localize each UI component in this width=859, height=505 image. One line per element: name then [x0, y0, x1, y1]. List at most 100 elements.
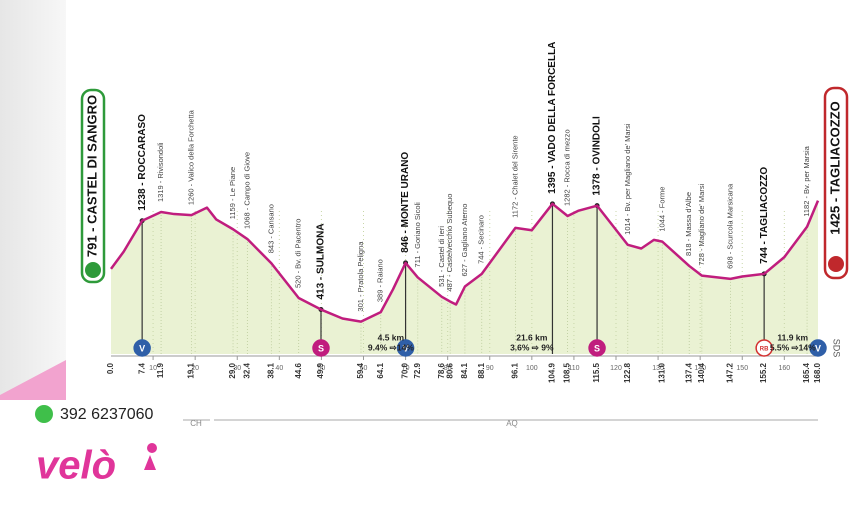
- sprint-icon: [133, 339, 151, 357]
- km-label: 32.4: [242, 362, 251, 378]
- waypoint-label: 843 - Cansano: [266, 204, 275, 253]
- x-tick-label: 150: [736, 365, 748, 372]
- km-label: 49.9: [316, 362, 325, 378]
- km-label: 137.4: [684, 362, 693, 383]
- sprint-icon: [809, 339, 827, 357]
- km-label: 140.4: [697, 362, 706, 383]
- finish-icon: [828, 256, 844, 272]
- x-tick-label: 160: [778, 365, 790, 372]
- waypoint-label: 1260 - Valico della Forchetta: [186, 109, 195, 205]
- km-label: 96.1: [511, 362, 520, 378]
- km-label: 80.6: [445, 362, 454, 378]
- x-tick-label: 90: [486, 365, 494, 372]
- km-label: 155.2: [759, 362, 768, 383]
- waypoint-label: 1014 - Bv. per Magliano de' Marsi: [623, 123, 632, 235]
- x-tick-label: 40: [275, 365, 283, 372]
- km-label: 84.1: [460, 362, 469, 378]
- x-tick-label: 140: [694, 365, 706, 372]
- waypoint-label: 1182 - Bv. per Marsia: [802, 145, 811, 216]
- profile-fill: [111, 200, 818, 354]
- km-label: 0.0: [106, 362, 115, 374]
- x-tick-label: 60: [360, 365, 368, 372]
- waypoint-label: 531 - Castel di Ieri: [437, 226, 446, 287]
- waypoint-major: 1238 - ROCCARASO: [137, 114, 148, 211]
- waypoint-label: 1319 - Rivisondoli: [156, 142, 165, 202]
- km-label: 38.1: [266, 362, 275, 378]
- climb-length: 11.9 km: [777, 332, 808, 342]
- km-label: 122.8: [623, 362, 632, 383]
- waypoint-major: 846 - MONTE URANO: [400, 152, 411, 253]
- km-label: 11.9: [156, 362, 165, 378]
- cyclist-icon: [147, 443, 157, 453]
- profile-line: [109, 200, 820, 323]
- icon-symbol: V: [139, 343, 145, 353]
- waypoint-label: 389 - Raiano: [376, 259, 385, 302]
- km-label: 29.0: [228, 362, 237, 378]
- x-tick-label: 110: [568, 365, 579, 372]
- waypoint-major: 744 - TAGLIACOZZO: [759, 167, 770, 264]
- waypoint-label: 711 - Goriano Sicoli: [413, 202, 422, 268]
- x-tick-label: 70: [402, 365, 410, 372]
- start-icon: [85, 262, 101, 278]
- waypoint-major: 1395 - VADO DELLA FORCELLA: [547, 42, 558, 194]
- waypoint-major: 1378 - OVINDOLI: [592, 116, 603, 196]
- sprint-icon: [588, 339, 606, 357]
- finish-label: 1425 - TAGLIACOZZO: [827, 101, 842, 234]
- x-tick-label: 50: [318, 365, 326, 372]
- km-label: 104.9: [548, 362, 557, 383]
- side-note: SDS: [832, 339, 842, 358]
- start-box: [80, 88, 106, 284]
- x-tick-label: 10: [149, 365, 157, 372]
- start-label: 791 - CASTEL DI SANGRO: [84, 95, 99, 257]
- waypoint-label: 1282 - Rocca di mezzo: [563, 129, 572, 206]
- sprint-icon: [312, 339, 330, 357]
- phone: 392 6237060: [60, 406, 154, 423]
- waypoint-label: 1068 - Campo di Giove: [242, 152, 251, 229]
- km-label: 115.5: [592, 362, 601, 382]
- km-label: 147.2: [726, 362, 735, 383]
- km-label: 72.9: [413, 362, 422, 378]
- x-tick-label: 120: [610, 365, 622, 372]
- overlay-box: [0, 400, 162, 500]
- km-label: 64.1: [376, 362, 385, 378]
- km-label: 70.0: [401, 362, 410, 378]
- region-label: AQ: [506, 419, 518, 428]
- whatsapp-icon: [35, 405, 53, 423]
- waypoint-label: 1172 - Chalet del Sirente: [510, 135, 519, 217]
- icon-symbol: V: [815, 343, 821, 353]
- waypoint-label: 487 - Castelvecchio Subequo: [445, 194, 454, 292]
- km-label: 165.4: [802, 362, 811, 383]
- cyclist-icon: [144, 455, 156, 470]
- finish-box: [823, 86, 849, 280]
- x-tick-label: 100: [526, 365, 538, 372]
- icon-symbol: S: [318, 343, 324, 353]
- waypoint-label: 744 - Secinaro: [477, 215, 486, 264]
- km-label: 19.1: [186, 362, 195, 378]
- icon-symbol: S: [594, 343, 600, 353]
- climb-length: 21.6 km: [516, 332, 548, 342]
- waypoint-label: 728 - Magliano de' Marsi: [697, 183, 706, 265]
- brand-logo: velò: [36, 444, 116, 488]
- x-tick-label: 80: [444, 365, 452, 372]
- km-label: 131.0: [657, 362, 666, 383]
- waypoint-label: 627 - Gagliano Aterno: [460, 204, 469, 277]
- climb-grade: 5.5% ⇨14%: [770, 342, 816, 352]
- sprint-icon: [755, 339, 773, 357]
- icon-symbol: RB: [760, 347, 769, 353]
- stage-profile: 10 20 30 40 50 60 70 80 90 100 110 120 130 140 150 160 0…: [106, 42, 827, 383]
- km-label: 44.6: [294, 362, 303, 378]
- climb-grade: 9.4% ⇨14%: [368, 342, 414, 352]
- km-label: 78.6: [437, 362, 446, 378]
- waypoint-label: 301 - Pratola Peligna: [356, 241, 365, 312]
- waypoint-label: 1044 - Forme: [657, 187, 666, 232]
- icon-symbol: V: [403, 343, 409, 353]
- climb-grade: 3.6% ⇨ 9%: [510, 342, 554, 352]
- km-label: 7.4: [137, 362, 146, 374]
- x-tick-label: 130: [652, 365, 664, 372]
- x-tick-label: 20: [191, 365, 199, 372]
- km-label: 88.1: [477, 362, 486, 378]
- waypoint-label: 1159 - Le Piane: [228, 167, 237, 219]
- waypoint-label: 698 - Scurcola Marsicana: [725, 183, 734, 269]
- region-label: CH: [190, 419, 202, 428]
